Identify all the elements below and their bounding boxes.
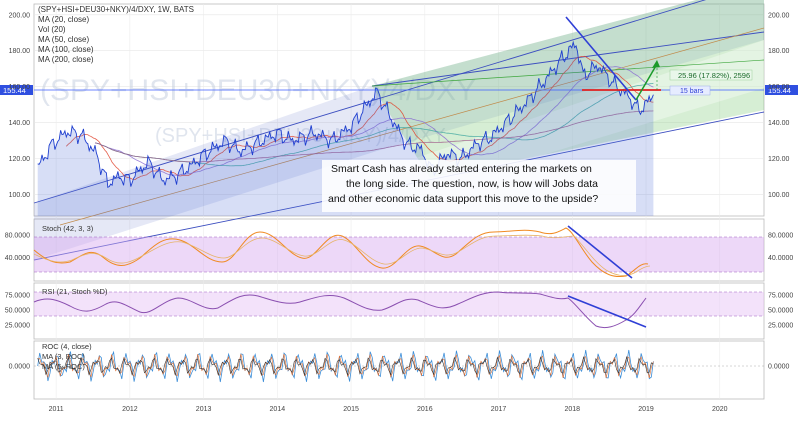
y-tick-label-left: 120.00 (9, 156, 31, 163)
ma-50-line (94, 66, 654, 176)
roc-pane (33, 340, 765, 400)
x-tick-label: 2011 (49, 406, 64, 413)
channel-mid-line (371, 31, 765, 87)
measure-label: 25.96 (17.82%), 2596 (678, 71, 750, 80)
channel-green-line (371, 59, 765, 87)
watermark-text-small: (SPY+HSI+DEU30+NKY)/4/DXY (155, 125, 446, 147)
roc-series (37, 349, 654, 383)
rsi-tick-label-left: 25.0000 (5, 323, 30, 330)
chart-title: (SPY+HSI+DEU30+NKY)/4/DXY, 1W, BATS (38, 5, 194, 14)
roc-ma5-line (37, 355, 654, 377)
x-tick-label: 2012 (122, 406, 138, 413)
moving-averages (66, 55, 654, 181)
measure-arrow (635, 63, 658, 101)
price-line (37, 40, 654, 189)
rsi-line (33, 291, 647, 329)
rsi-band (34, 292, 764, 316)
y-tick-label-right: 180.00 (768, 48, 790, 55)
axis-labels: 200.00 200.00 180.00 180.00 160.00 160.00 140.… (5, 12, 794, 413)
watermark-text: (SPY+HSI+DEU30+NKY)/4/DXY (40, 74, 476, 107)
ma-20-line (66, 55, 654, 181)
roc-legend-ma5: MA (5, ROC) (42, 362, 85, 371)
roc-line (37, 349, 654, 383)
y-tick-label-left: 140.00 (9, 120, 31, 127)
bars-label-box (669, 85, 711, 96)
y-tick-label-left: 100.00 (9, 192, 31, 199)
roc-ma3-line (37, 353, 654, 379)
stoch-title: Stoch (42, 3, 3) (42, 224, 94, 233)
bars-label: 15 bars (680, 88, 704, 95)
legend-ma20: MA (20, close) (38, 15, 89, 24)
rsi-tick-label-right: 75.0000 (768, 293, 793, 300)
legend-vol20: Vol (20) (38, 25, 66, 34)
stoch-tick-label-left: 80.0000 (5, 233, 30, 240)
rsi-tick-label-left: 75.0000 (5, 293, 30, 300)
annotation-line-1: Smart Cash has already started entering … (331, 163, 592, 175)
measure-label-box (669, 69, 753, 81)
annotation-line-3: and other economic data support this mov… (328, 193, 598, 205)
roc-tick-label-right: 0.0000 (768, 364, 790, 371)
stoch-tick-label-left: 40.0000 (5, 255, 30, 262)
x-tick-label: 2019 (638, 406, 654, 413)
regression-channel-inner (372, 0, 764, 178)
annotation-box (322, 160, 636, 212)
ma-200-line (94, 110, 654, 163)
x-tick-label: 2013 (196, 406, 212, 413)
rsi-tick-label-left: 50.0000 (5, 308, 30, 315)
y-tick-label-left: 180.00 (9, 48, 31, 55)
rsi-tick-label-right: 25.0000 (768, 323, 793, 330)
rsi-tick-label-right: 50.0000 (768, 308, 793, 315)
y-tick-label-right: 100.00 (768, 192, 790, 199)
x-tick-label: 2020 (712, 406, 728, 413)
trend-line-main (565, 16, 637, 101)
y-tick-label-right: 120.00 (768, 156, 790, 163)
channel-center-line (59, 27, 765, 226)
rsi-trend-line (567, 295, 647, 328)
roc-legend-ma3: MA (3, ROC) (42, 352, 85, 361)
x-tick-label: 2017 (491, 406, 507, 413)
stoch-tick-label-right: 80.0000 (768, 233, 793, 240)
stoch-d-line (33, 234, 651, 276)
channel-upper-line (33, 0, 707, 204)
rsi-title: RSI (21, Stoch %D) (42, 287, 108, 296)
legend-ma100: MA (100, close) (38, 45, 94, 54)
stoch-k-line (33, 227, 649, 278)
stoch-band (34, 237, 764, 272)
last-value-left: 155.44 (3, 86, 26, 95)
roc-tick-label-left: 0.0000 (9, 364, 31, 371)
x-tick-label: 2015 (343, 406, 359, 413)
stoch-pane (33, 218, 765, 282)
annotation-line-2: the long side. The question, now, is how… (346, 178, 598, 190)
legend-ma200: MA (200, close) (38, 55, 94, 64)
measure-arrow-head (652, 60, 660, 68)
y-tick-label-left: 160.00 (9, 84, 31, 91)
roc-title: ROC (4, close) (42, 342, 92, 351)
last-value-right: 155.44 (768, 86, 791, 95)
y-tick-label-left: 200.00 (9, 12, 31, 19)
x-tick-label: 2018 (564, 406, 580, 413)
last-value-badge-left (0, 85, 33, 95)
stoch-tick-label-right: 40.0000 (768, 255, 793, 262)
y-tick-label-right: 160.00 (768, 84, 790, 91)
x-tick-label: 2014 (270, 406, 286, 413)
y-tick-label-right: 200.00 (768, 12, 790, 19)
last-value-badge-right (765, 85, 798, 95)
stoch-trend-line (567, 225, 633, 279)
x-tick-label: 2016 (417, 406, 433, 413)
y-tick-label-right: 140.00 (768, 120, 790, 127)
legend-ma50: MA (50, close) (38, 35, 89, 44)
